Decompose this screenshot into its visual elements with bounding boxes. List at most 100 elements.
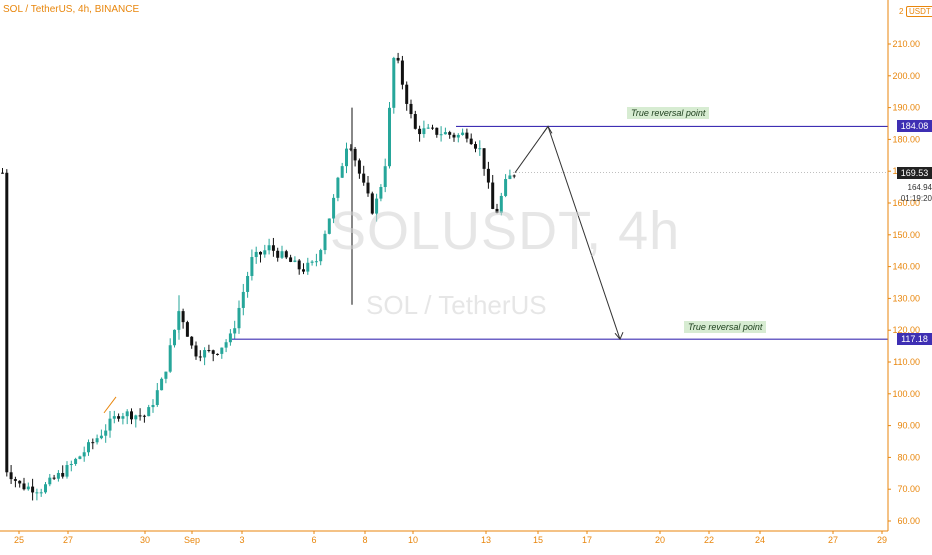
candle-body-bull bbox=[168, 345, 172, 372]
candle-body-bull bbox=[293, 260, 297, 262]
candle-body-bear bbox=[396, 57, 400, 61]
time-tick-label: 17 bbox=[582, 535, 592, 545]
time-tick-label: 3 bbox=[239, 535, 244, 545]
candle-body-bear bbox=[353, 148, 357, 161]
price-tick-label: 80.00 bbox=[897, 452, 920, 462]
time-tick-label: 6 bbox=[311, 535, 316, 545]
candle-body-bear bbox=[409, 103, 413, 115]
candle-body-bear bbox=[276, 250, 280, 258]
projection-arrowhead-peak bbox=[542, 125, 553, 134]
candle-body-bull bbox=[112, 416, 116, 419]
candle-body-bear bbox=[469, 138, 473, 145]
symbol-title[interactable]: SOL / TetherUS, 4h, BINANCE bbox=[3, 4, 140, 15]
candle-body-bear bbox=[91, 442, 95, 444]
candle-body-bear bbox=[512, 175, 516, 177]
candle-body-bull bbox=[147, 407, 151, 417]
axes-layer: 60.00 70.00 80.00 90.00 100.00 110.00 120.00 13… bbox=[0, 0, 920, 545]
candle-body-bear bbox=[452, 134, 456, 138]
candle-body-bull bbox=[461, 132, 465, 135]
candle-body-bear bbox=[142, 415, 146, 417]
candle-body-bull bbox=[323, 233, 327, 251]
projection-layer bbox=[514, 125, 624, 341]
candle-body-bull bbox=[26, 486, 30, 490]
candle-body-bear bbox=[31, 486, 35, 493]
candle-body-bull bbox=[254, 251, 258, 258]
price-tick-label: 130.00 bbox=[892, 293, 920, 303]
candle-body-bear bbox=[284, 251, 288, 258]
candle-body-bear bbox=[370, 193, 374, 214]
candle-body-bull bbox=[456, 134, 460, 138]
currency-badge[interactable]: USDT bbox=[906, 6, 932, 17]
candle-body-bear bbox=[486, 168, 490, 183]
time-tick-label: 15 bbox=[533, 535, 543, 545]
candle-body-bear bbox=[181, 311, 185, 323]
candle-body-bull bbox=[267, 245, 271, 251]
price-tick-label: 120.00 bbox=[892, 325, 920, 335]
candle-body-bull bbox=[134, 415, 138, 420]
candle-body-bull bbox=[246, 275, 250, 292]
candle-body-bull bbox=[340, 166, 344, 178]
levels-layer bbox=[232, 125, 888, 340]
candle-body-bear bbox=[448, 132, 452, 135]
candle-body-bull bbox=[224, 342, 228, 348]
candle-body-bear bbox=[495, 208, 499, 213]
candle-body-bull bbox=[87, 442, 90, 453]
candle-body-bear bbox=[435, 127, 439, 135]
candle-body-bear bbox=[1, 172, 4, 174]
candle-body-bull bbox=[508, 175, 512, 180]
candle-body-bear bbox=[400, 60, 404, 85]
candle-body-bear bbox=[491, 182, 495, 209]
candle-body-bull bbox=[327, 218, 331, 234]
candle-body-bull bbox=[319, 250, 323, 262]
candle-body-bear bbox=[271, 245, 275, 251]
price-tick-label: 190.00 bbox=[892, 103, 920, 113]
price-tick-label: 160.00 bbox=[892, 198, 920, 208]
candle-body-bull bbox=[82, 452, 86, 457]
time-tick-label: 29 bbox=[877, 535, 887, 545]
candle-body-bull bbox=[392, 57, 396, 108]
time-tick-label: 30 bbox=[140, 535, 150, 545]
candle-body-bear bbox=[138, 415, 142, 417]
price-tick-label: 70.00 bbox=[897, 484, 920, 494]
candle-body-bear bbox=[302, 269, 305, 272]
candle-body-bull bbox=[379, 187, 383, 199]
candle-body-bear bbox=[465, 132, 469, 139]
candle-body-bear bbox=[13, 479, 17, 481]
candle-body-bull bbox=[220, 347, 224, 354]
last-close-value: 164.94 bbox=[907, 183, 932, 192]
time-tick-label: Sep bbox=[184, 535, 200, 545]
candle-body-bull bbox=[439, 134, 443, 136]
candle-body-bull bbox=[151, 404, 155, 408]
price-tick-label: 180.00 bbox=[892, 134, 920, 144]
upper-level-annotation[interactable]: True reversal point bbox=[627, 107, 710, 119]
candle-body-bull bbox=[422, 128, 426, 135]
candle-body-bull bbox=[336, 177, 340, 198]
candles-layer bbox=[1, 52, 516, 501]
time-tick-label: 8 bbox=[362, 535, 367, 545]
current-price-badge: 169.53 bbox=[897, 166, 932, 179]
candle-body-bull bbox=[280, 251, 284, 258]
time-tick-label: 22 bbox=[704, 535, 714, 545]
candle-body-bear bbox=[362, 173, 366, 183]
time-tick-label: 24 bbox=[755, 535, 765, 545]
candle-body-bear bbox=[52, 477, 56, 479]
candle-body-bull bbox=[56, 472, 60, 479]
candle-body-bull bbox=[504, 179, 508, 196]
lower-level-annotation[interactable]: True reversal point bbox=[684, 321, 767, 333]
candle-body-bear bbox=[289, 257, 293, 262]
time-tick-label: 25 bbox=[14, 535, 24, 545]
currency-prefix: 2 bbox=[899, 7, 904, 16]
lower-level-price-badge: 117.18 bbox=[897, 333, 932, 346]
candle-body-bear bbox=[207, 350, 211, 352]
candle-body-bear bbox=[482, 148, 486, 169]
candle-body-bull bbox=[99, 435, 103, 439]
candle-body-bull bbox=[95, 438, 99, 443]
candle-body-bull bbox=[48, 477, 52, 485]
candle-body-bear bbox=[413, 114, 417, 129]
candle-body-bull bbox=[388, 107, 391, 167]
price-tick-label: 100.00 bbox=[892, 389, 920, 399]
candle-body-bear bbox=[194, 345, 198, 357]
candle-body-bull bbox=[121, 416, 125, 419]
